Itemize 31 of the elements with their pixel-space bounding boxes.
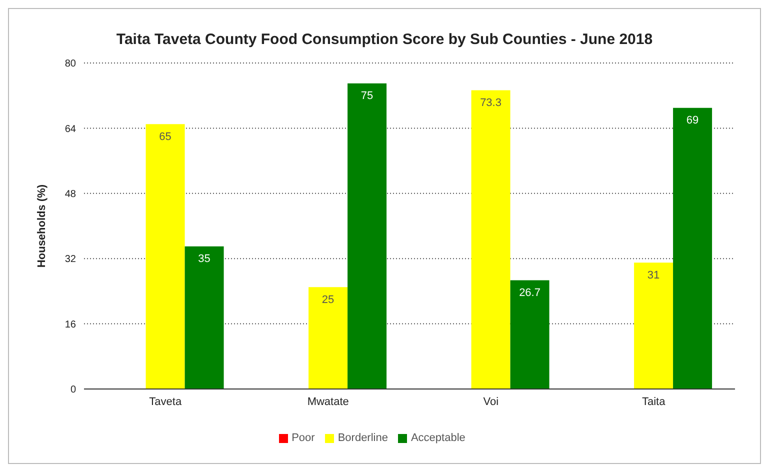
x-tick-label: Voi bbox=[483, 396, 499, 408]
y-tick-label: 80 bbox=[64, 58, 76, 70]
data-label: 65 bbox=[159, 130, 172, 143]
legend-label: Acceptable bbox=[410, 432, 466, 444]
data-label: 73.3 bbox=[480, 97, 502, 110]
x-tick-label: Mwatate bbox=[307, 396, 349, 408]
x-tick-label: Taita bbox=[642, 396, 666, 408]
bar bbox=[146, 124, 185, 389]
legend-label: Borderline bbox=[338, 432, 388, 444]
legend-label: Poor bbox=[292, 432, 315, 444]
bar bbox=[634, 262, 674, 389]
chart-title: Taita Taveta County Food Consumption Score by Sub Counties - June 2018 bbox=[115, 31, 654, 48]
data-label: 31 bbox=[647, 269, 660, 282]
bar bbox=[510, 280, 550, 389]
bar bbox=[471, 90, 510, 389]
bar bbox=[673, 108, 712, 389]
bar bbox=[348, 83, 387, 389]
y-tick-label: 16 bbox=[64, 319, 76, 330]
data-label: 25 bbox=[322, 294, 334, 306]
data-label: 75 bbox=[360, 90, 374, 102]
y-axis-title: Households (%) bbox=[36, 184, 48, 268]
data-label: 26.7 bbox=[519, 287, 540, 300]
y-tick-label: 0 bbox=[70, 384, 76, 396]
y-tick-label: 64 bbox=[64, 124, 76, 135]
bar bbox=[184, 246, 224, 389]
data-label: 69 bbox=[686, 114, 699, 127]
y-tick-label: 32 bbox=[64, 254, 76, 266]
bar bbox=[308, 287, 348, 389]
x-tick-label: Taveta bbox=[149, 396, 182, 408]
y-tick-label: 48 bbox=[64, 188, 76, 200]
data-label: 35 bbox=[198, 253, 210, 266]
